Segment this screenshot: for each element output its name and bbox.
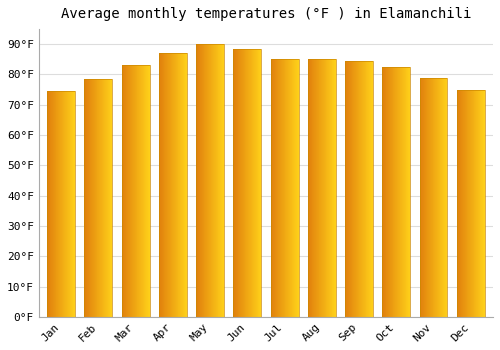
Bar (196, 44, 224, 317)
Bar (382, 67, 410, 317)
Bar (345, 61, 373, 317)
Bar (270, 60, 298, 317)
Bar (457, 90, 484, 317)
Title: Average monthly temperatures (°F ) in Elamanchili: Average monthly temperatures (°F ) in El… (60, 7, 471, 21)
Bar (420, 77, 448, 317)
Bar (122, 65, 150, 317)
Bar (159, 53, 187, 317)
Bar (234, 49, 262, 317)
Bar (47, 91, 75, 317)
Bar (308, 60, 336, 317)
Bar (84, 79, 112, 317)
